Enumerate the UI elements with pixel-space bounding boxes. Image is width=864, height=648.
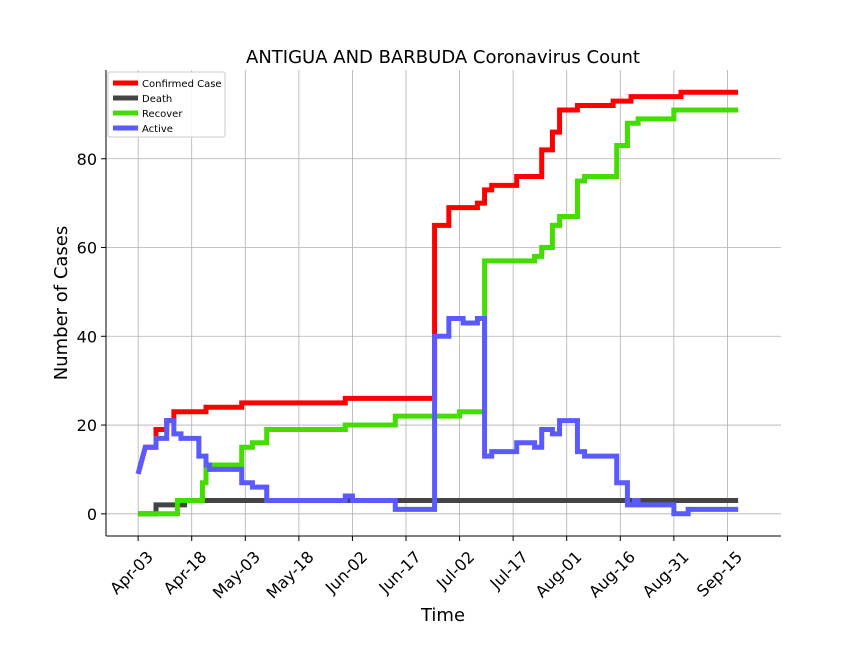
x-tick-label: Jun-17: [374, 547, 424, 597]
y-tick-label: 80: [77, 150, 97, 169]
x-tick-label: Aug-31: [639, 547, 693, 601]
y-tick-label: 20: [77, 416, 97, 435]
series-line-active: [135, 316, 739, 517]
legend-label: Death: [142, 94, 172, 105]
y-tick-label: 60: [77, 239, 97, 258]
legend-label: Active: [142, 124, 173, 135]
x-tick-label: Jul-17: [486, 547, 532, 593]
x-tick-label: Apr-03: [106, 547, 157, 598]
x-tick-label: Sep-15: [693, 547, 746, 600]
x-tick-label: Aug-01: [531, 547, 585, 601]
legend-box: [107, 71, 226, 138]
legend-label: Confirmed Case: [142, 79, 222, 90]
series-layer: [135, 89, 739, 517]
y-tick-label: 40: [77, 327, 97, 346]
y-tick-label: 0: [87, 505, 97, 524]
x-tick-label: Apr-18: [160, 547, 211, 598]
legend-label: Recover: [142, 109, 183, 120]
grid: [106, 70, 781, 536]
y-axis-title: Number of Cases: [51, 226, 72, 381]
x-tick-label: May-18: [262, 547, 317, 602]
x-tick-label: Jul-02: [432, 547, 478, 593]
y-ticks: 0 20 40 60 80: [77, 150, 106, 524]
x-tick-label: Aug-16: [585, 547, 639, 601]
legend: Confirmed Case Death Recover Active: [107, 71, 226, 138]
series-line-confirmed-case: [135, 89, 739, 475]
series-line-recover: [138, 107, 739, 517]
chart-title: ANTIGUA AND BARBUDA Coronavirus Count: [246, 47, 640, 68]
x-tick-label: May-03: [209, 547, 264, 602]
x-axis-title: Time: [420, 605, 465, 626]
x-tick-label: Jun-02: [321, 547, 371, 597]
